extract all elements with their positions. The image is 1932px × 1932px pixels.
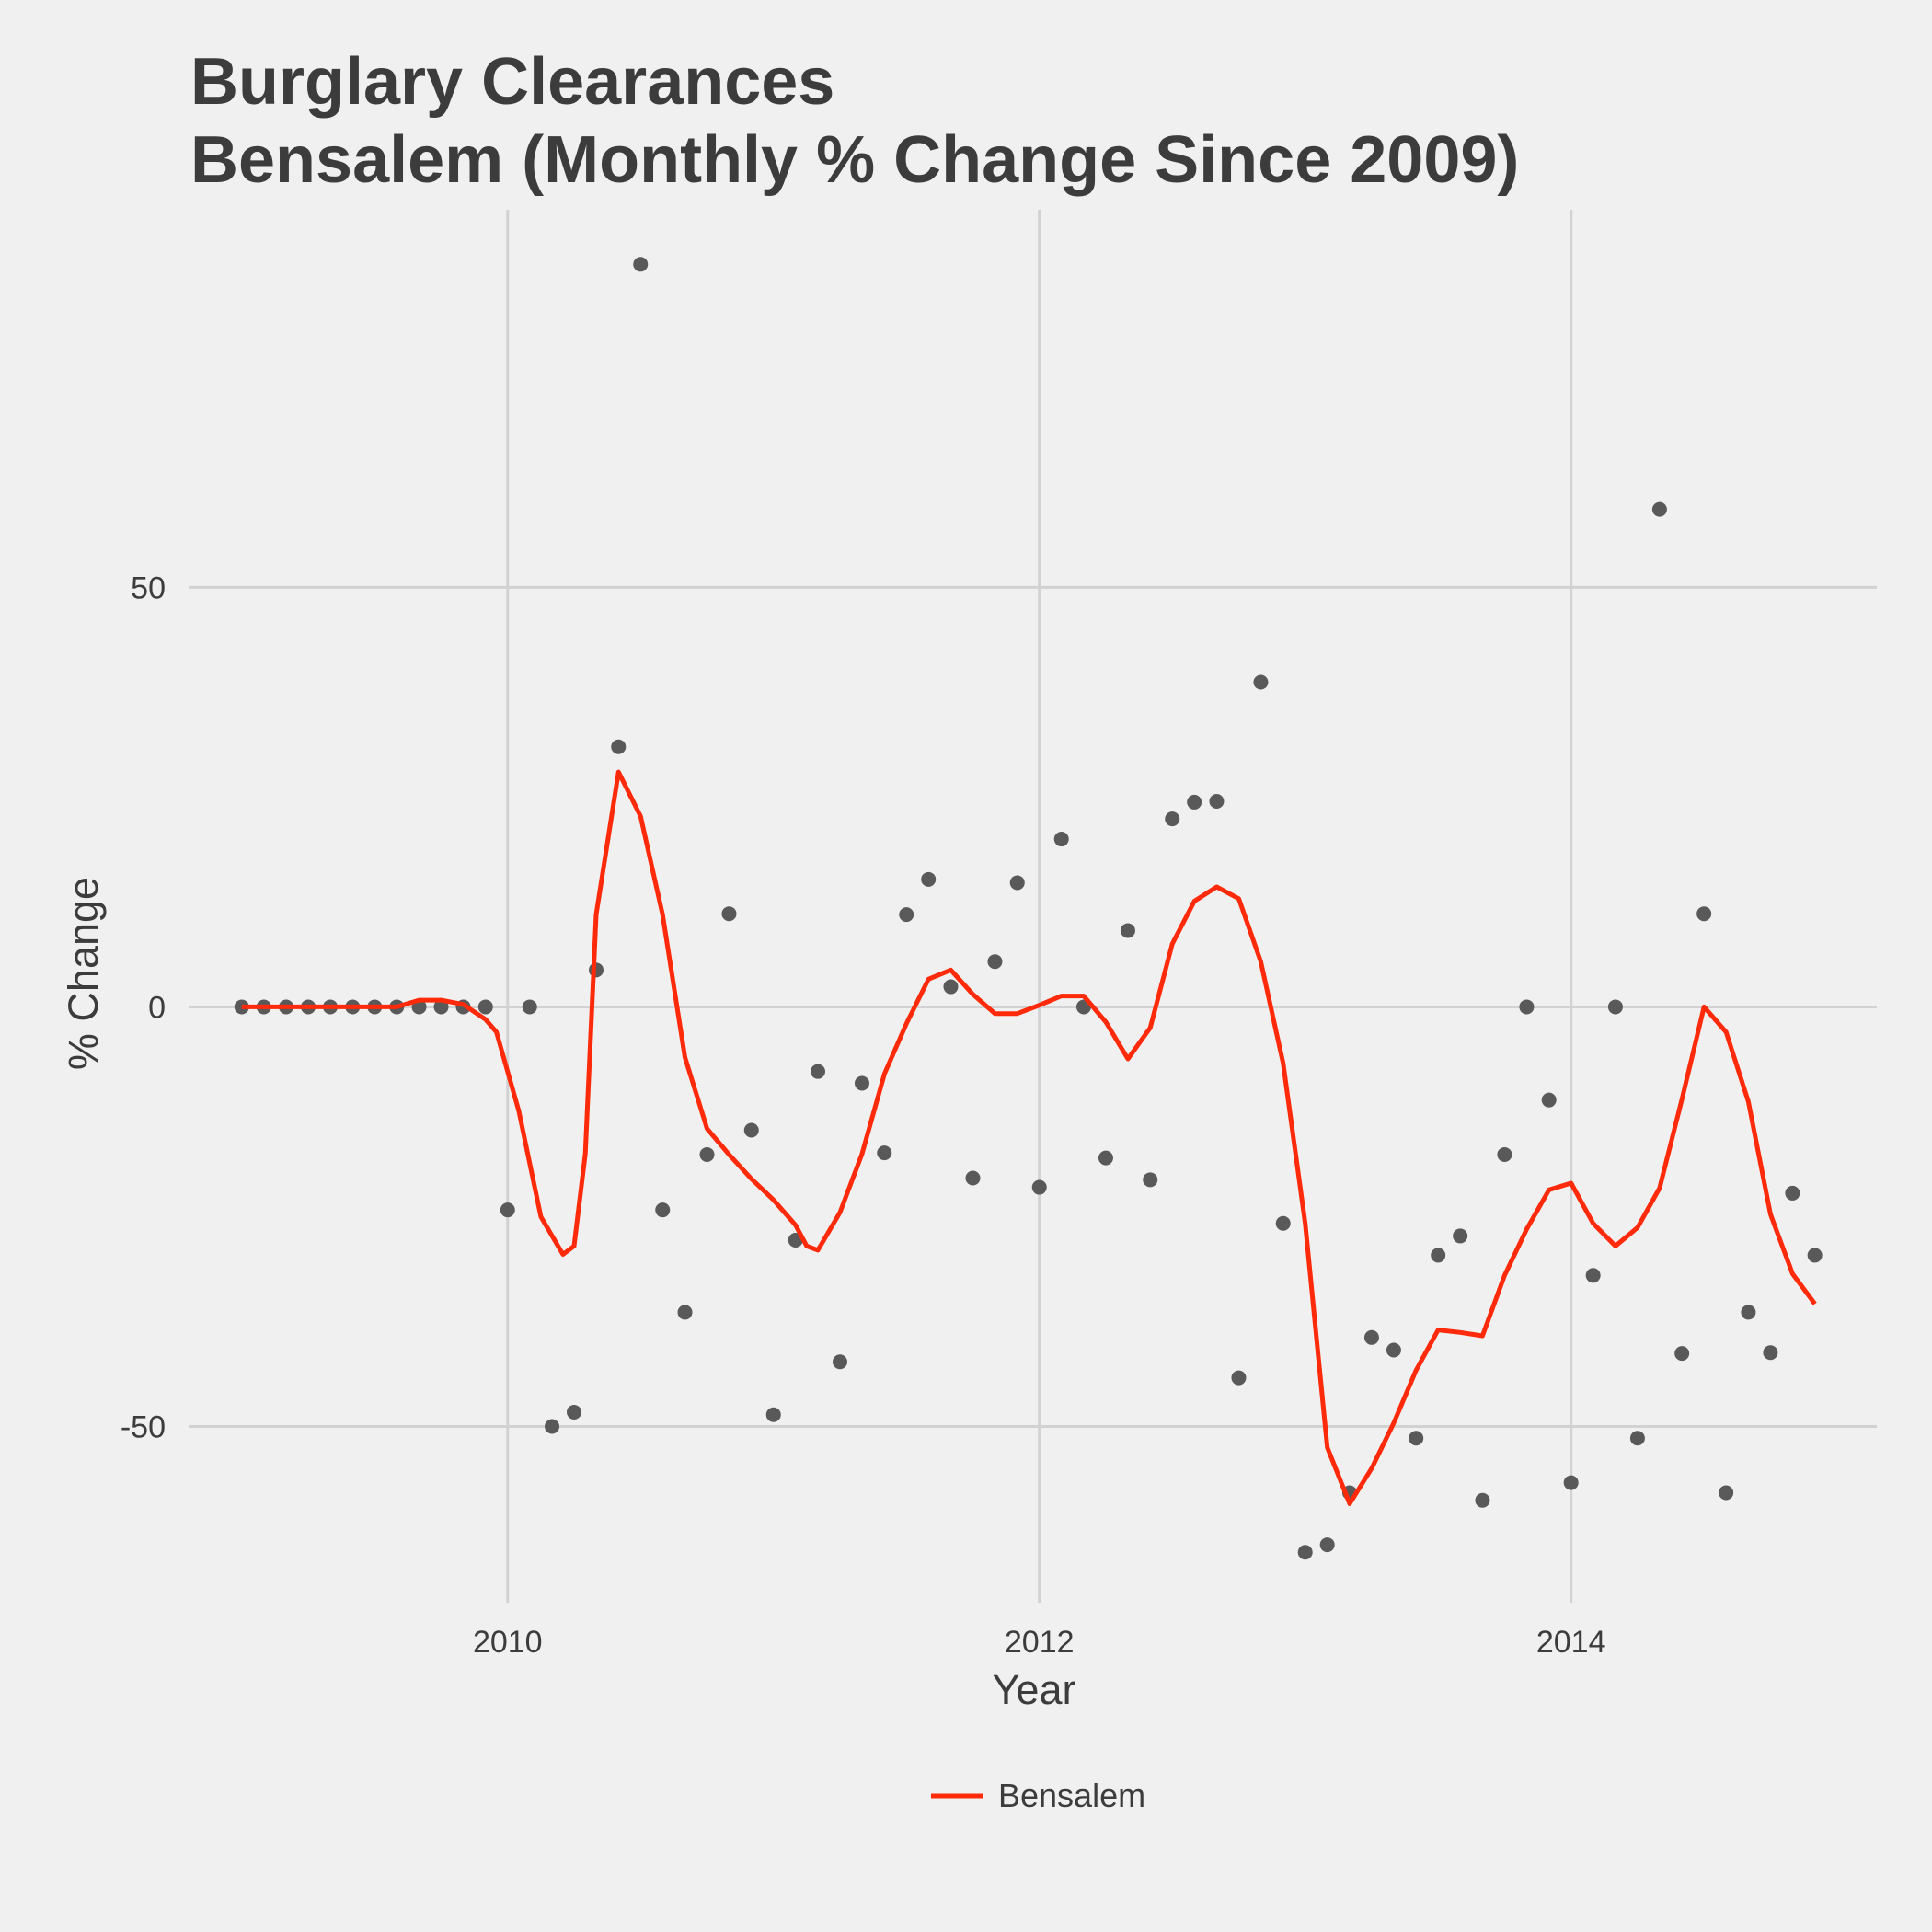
data-point xyxy=(611,739,627,754)
data-point xyxy=(545,1419,560,1434)
data-point xyxy=(1585,1268,1601,1283)
data-point xyxy=(1253,674,1269,690)
data-point xyxy=(1297,1545,1313,1560)
data-point xyxy=(1120,923,1135,938)
data-point xyxy=(433,999,449,1015)
data-point xyxy=(1187,794,1202,810)
data-point xyxy=(1165,811,1180,827)
data-point xyxy=(1275,1215,1291,1231)
data-point xyxy=(1719,1485,1734,1501)
data-point xyxy=(1651,501,1667,517)
lines-layer xyxy=(241,769,1817,1506)
data-point xyxy=(965,1170,981,1186)
data-point xyxy=(699,1146,715,1162)
data-point xyxy=(877,1145,892,1161)
x-axis-title: Year xyxy=(993,1666,1076,1713)
data-point xyxy=(1453,1228,1468,1244)
data-point xyxy=(633,257,649,272)
chart-subtitle: Bensalem (Monthly % Change Since 2009) xyxy=(190,123,1519,197)
data-point xyxy=(1607,999,1623,1015)
data-point xyxy=(987,954,1003,970)
data-point xyxy=(765,1407,781,1422)
data-point xyxy=(1475,1492,1490,1508)
y-tick-label: 50 xyxy=(131,570,166,605)
data-point xyxy=(1209,793,1225,809)
data-point xyxy=(655,1202,671,1218)
data-point xyxy=(811,1064,826,1079)
data-point xyxy=(943,979,959,995)
data-point xyxy=(1497,1146,1512,1162)
data-point xyxy=(477,999,493,1015)
tick-layer: -50 0 50 2010 2012 2014 xyxy=(121,570,1606,1660)
data-point xyxy=(1409,1431,1424,1446)
data-point xyxy=(1785,1185,1800,1201)
data-point xyxy=(1143,1172,1158,1188)
data-point xyxy=(1563,1475,1579,1490)
data-point xyxy=(1363,1329,1379,1345)
data-point xyxy=(1031,1179,1047,1195)
data-point xyxy=(1231,1370,1247,1386)
legend: Bensalem xyxy=(931,1777,1145,1814)
data-point xyxy=(1386,1342,1401,1358)
data-point xyxy=(1674,1346,1690,1362)
x-tick-label: 2012 xyxy=(1005,1625,1075,1660)
data-point xyxy=(1431,1248,1446,1263)
data-point xyxy=(921,871,937,887)
data-point xyxy=(1629,1431,1645,1446)
y-tick-label: -50 xyxy=(121,1409,166,1444)
grid-layer xyxy=(189,210,1877,1603)
legend-label: Bensalem xyxy=(998,1777,1145,1814)
data-point xyxy=(1696,906,1712,922)
data-point xyxy=(1741,1305,1756,1320)
data-point xyxy=(1519,999,1535,1015)
data-point xyxy=(522,999,537,1015)
data-point xyxy=(743,1122,759,1138)
data-point xyxy=(567,1404,582,1420)
data-point xyxy=(1763,1345,1778,1361)
x-tick-label: 2010 xyxy=(473,1625,543,1660)
series-line-bensalem xyxy=(241,769,1817,1506)
data-point xyxy=(500,1202,515,1218)
chart-title: Burglary Clearances xyxy=(190,45,834,119)
data-point xyxy=(1009,875,1025,891)
data-point xyxy=(234,999,249,1015)
y-axis-title: % Change xyxy=(60,877,107,1070)
data-point xyxy=(721,906,737,922)
points-layer xyxy=(234,257,1823,1560)
data-point xyxy=(1098,1150,1113,1166)
x-tick-label: 2014 xyxy=(1536,1625,1606,1660)
data-point xyxy=(899,907,914,923)
data-point xyxy=(854,1075,869,1091)
data-point xyxy=(832,1354,847,1370)
data-point xyxy=(1541,1092,1557,1108)
data-point xyxy=(1319,1537,1335,1553)
data-point xyxy=(1807,1248,1823,1263)
data-point xyxy=(677,1305,693,1320)
y-tick-label: 0 xyxy=(148,990,166,1025)
data-point xyxy=(1053,832,1069,847)
